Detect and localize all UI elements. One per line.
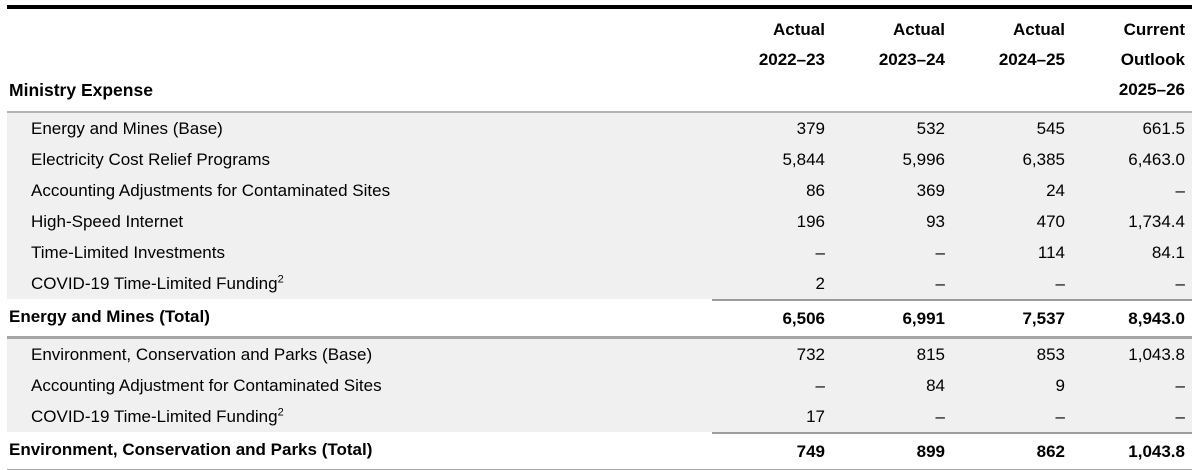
row-label: Accounting Adjustment for Contaminated S… xyxy=(31,376,382,395)
row-values: 5,844 5,996 6,385 6,463.0 xyxy=(712,144,1192,175)
cell-value: 5,844 xyxy=(782,150,825,169)
cell-value: 84.1 xyxy=(1151,243,1185,262)
cell-value: 379 xyxy=(796,119,825,138)
cell-value: 7,537 xyxy=(1022,309,1065,328)
row-label: Energy and Mines (Base) xyxy=(31,119,223,138)
cell-value: 545 xyxy=(1036,119,1065,138)
row-values: 86 369 24 – xyxy=(712,175,1192,206)
cell-value: 2 xyxy=(815,274,825,293)
cell-value: 862 xyxy=(1036,442,1065,461)
row-label: Electricity Cost Relief Programs xyxy=(31,150,271,169)
cell-value: 732 xyxy=(796,345,825,364)
column-header-current-outlook-2025-26: Current Outlook 2025–26 xyxy=(1118,20,1185,99)
cell-value: 6,506 xyxy=(782,309,825,328)
cell-value: 196 xyxy=(796,212,825,231)
row-label: Accounting Adjustments for Contaminated … xyxy=(31,181,391,200)
cell-value: 24 xyxy=(1046,181,1065,200)
row-values: 17 – – – xyxy=(712,401,1192,432)
cell-value: 532 xyxy=(916,119,945,138)
table-row: Time-Limited Investments – – 114 84.1 xyxy=(7,237,1192,268)
column-header-actual-2022-23: Actual 2022–23 xyxy=(758,20,825,69)
row-values: 379 532 545 661.5 xyxy=(712,113,1192,144)
cell-value: – xyxy=(935,243,945,262)
cell-value: 1,043.8 xyxy=(1128,442,1185,461)
cell-value: – xyxy=(815,376,825,395)
row-label: Environment, Conservation and Parks (Tot… xyxy=(9,440,373,459)
row-label: Environment, Conservation and Parks (Bas… xyxy=(31,345,373,364)
cell-value: 815 xyxy=(916,345,945,364)
table-row: Accounting Adjustments for Contaminated … xyxy=(7,175,1192,206)
cell-value: 1,043.8 xyxy=(1128,345,1185,364)
cell-value: 5,996 xyxy=(902,150,945,169)
row-label: High-Speed Internet xyxy=(31,212,184,231)
row-values: – – 114 84.1 xyxy=(712,237,1192,268)
cell-value: – xyxy=(935,407,945,426)
footnote-marker: 2 xyxy=(277,273,284,286)
cell-value: 84 xyxy=(926,376,945,395)
column-header-actual-2024-25: Actual 2024–25 xyxy=(998,20,1065,69)
cell-value: 93 xyxy=(926,212,945,231)
column-header-actual-2023-24: Actual 2023–24 xyxy=(878,20,945,69)
cell-value: 749 xyxy=(796,442,825,461)
row-values: 6,506 6,991 7,537 8,943.0 xyxy=(712,299,1192,336)
cell-value: 1,734.4 xyxy=(1128,212,1185,231)
row-values: 749 899 862 1,043.8 xyxy=(712,432,1192,469)
cell-value: – xyxy=(1055,274,1065,293)
row-label: COVID-19 Time-Limited Funding2 xyxy=(31,406,284,426)
row-label: Energy and Mines (Total) xyxy=(9,307,210,326)
cell-value: 470 xyxy=(1036,212,1065,231)
cell-value: 6,991 xyxy=(902,309,945,328)
row-label: COVID-19 Time-Limited Funding2 xyxy=(31,273,284,293)
cell-value: 9 xyxy=(1055,376,1065,395)
row-values: 732 815 853 1,043.8 xyxy=(712,339,1192,370)
cell-value: – xyxy=(1175,274,1185,293)
cell-value: – xyxy=(815,243,825,262)
row-values: – 84 9 – xyxy=(712,370,1192,401)
column-headers: Actual 2022–23 Actual 2023–24 Actual 202… xyxy=(712,15,1192,105)
cell-value: – xyxy=(935,274,945,293)
cell-value: 17 xyxy=(806,407,825,426)
row-values: 196 93 470 1,734.4 xyxy=(712,206,1192,237)
cell-value: – xyxy=(1055,407,1065,426)
cell-value: – xyxy=(1175,407,1185,426)
footnote-marker: 2 xyxy=(277,406,284,419)
table-row: COVID-19 Time-Limited Funding2 2– – – xyxy=(7,268,1192,299)
cell-value: 853 xyxy=(1036,345,1065,364)
cell-value: 114 xyxy=(1037,243,1065,262)
cell-value: 8,943.0 xyxy=(1128,309,1185,328)
table-row: Energy and Mines (Base) 379 532 545 661.5 xyxy=(7,113,1192,144)
table-title: Ministry Expense xyxy=(9,80,153,100)
table-row: High-Speed Internet 196 93 470 1,734.4 xyxy=(7,206,1192,237)
table-row: Accounting Adjustment for Contaminated S… xyxy=(7,370,1192,401)
cell-value: 899 xyxy=(916,442,945,461)
total-row: Environment, Conservation and Parks (Tot… xyxy=(7,432,1192,470)
table-row: COVID-19 Time-Limited Funding2 17 – – – xyxy=(7,401,1192,432)
cell-value: 6,385 xyxy=(1022,150,1065,169)
table-rows: Energy and Mines (Base) 379 532 545 661.5 Ele… xyxy=(7,113,1192,470)
ministry-expense-table: Ministry Expense Actual 2022–23 Actual 2… xyxy=(7,5,1192,470)
table-header: Ministry Expense Actual 2022–23 Actual 2… xyxy=(7,9,1192,113)
cell-value: – xyxy=(1175,181,1185,200)
cell-value: – xyxy=(1175,376,1185,395)
total-row: Energy and Mines (Total) 6,506 6,991 7,537 8… xyxy=(7,299,1192,339)
cell-value: 661.5 xyxy=(1142,119,1185,138)
row-values: 2 – – – xyxy=(712,268,1192,299)
row-label: Time-Limited Investments xyxy=(31,243,225,262)
table-row: Electricity Cost Relief Programs 5,844 5,9… xyxy=(7,144,1192,175)
table-row: Environment, Conservation and Parks (Bas… xyxy=(7,339,1192,370)
cell-value: 369 xyxy=(916,181,945,200)
cell-value: 86 xyxy=(806,181,825,200)
cell-value: 6,463.0 xyxy=(1128,150,1185,169)
